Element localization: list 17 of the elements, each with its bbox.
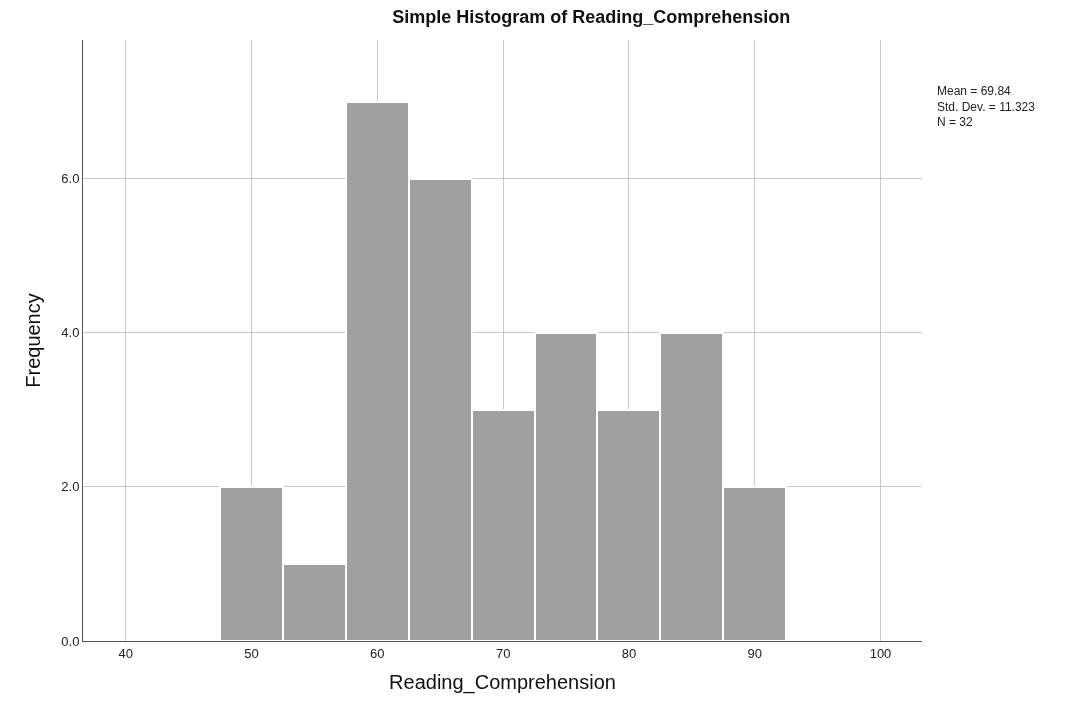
text: N = 32: [937, 115, 974, 130]
y-tick-label: 0.0: [61, 633, 80, 649]
x-tick-label: 90: [747, 645, 762, 661]
x-tick-label: 60: [370, 645, 385, 661]
x-axis-title: Reading_Comprehension: [389, 671, 616, 695]
x-tick-label: 50: [244, 645, 259, 661]
text: Mean = 69.84: [937, 84, 1012, 98]
y-axis-title: Frequency: [21, 293, 44, 388]
chart-title: Simple Histogram of Reading_Comprehension: [392, 7, 791, 28]
y-tick-label: 6.0: [61, 171, 80, 187]
text: Std. Dev. = 11.323: [937, 99, 1036, 114]
y-tick-label: 4.0: [61, 325, 80, 341]
y-tick-label: 2.0: [61, 479, 80, 495]
x-tick-label: 70: [495, 645, 511, 661]
x-tick-label: 40: [118, 645, 133, 661]
x-tick-label: 80: [621, 645, 637, 661]
x-tick-label: 100: [869, 645, 892, 661]
